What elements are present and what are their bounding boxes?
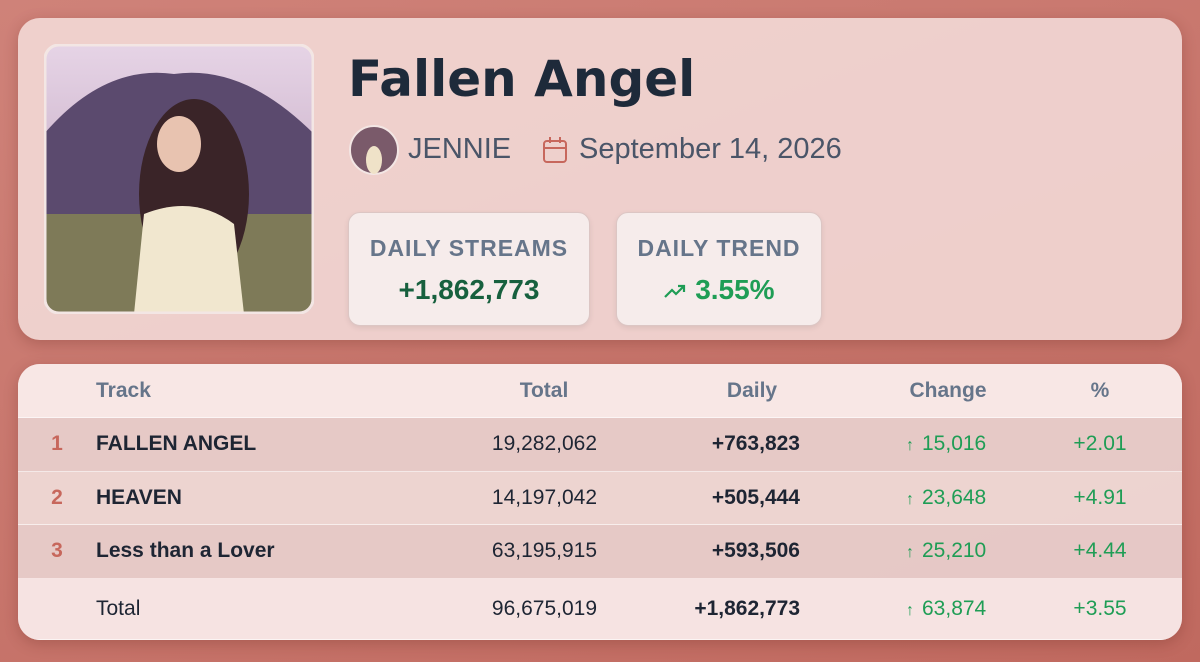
- percent-cell: +3.55: [1073, 596, 1127, 620]
- column-header: Total: [519, 378, 569, 402]
- track-table: Track Total Daily Change% 1 FALLEN ANGEL 19,28…: [18, 364, 1182, 640]
- total-cell: 96,675,019: [491, 596, 597, 620]
- up-arrow: ↑: [906, 544, 914, 562]
- change-cell: ↑ 15,016: [906, 432, 986, 456]
- daily-cell: +763,823: [711, 432, 800, 456]
- stat-label: DAILY TREND: [637, 235, 801, 261]
- total-label: Total: [96, 596, 141, 620]
- percent-cell: +2.01: [1073, 432, 1127, 456]
- stat-value: +1,862,773: [398, 274, 540, 305]
- column-header: Track: [96, 378, 151, 402]
- column-header: Daily: [726, 378, 778, 402]
- stat-value: 3.55%: [695, 274, 775, 305]
- track-row: 1 FALLEN ANGEL 19,282,062 +763,823 ↑ 15,016 +2…: [18, 418, 1182, 472]
- change-value: 63,874: [922, 596, 987, 620]
- track-row: 3 Less than a Lover 63,195,915 +593,506 ↑ 25,…: [18, 525, 1182, 579]
- up-arrow: ↑: [906, 601, 914, 619]
- header-card: Fallen Angel JENNIE September 14, 2026 D…: [18, 18, 1182, 340]
- track-name: HEAVEN: [96, 485, 182, 509]
- change-cell: ↑ 63,874: [906, 597, 986, 621]
- total-cell: 63,195,915: [491, 539, 597, 563]
- total-cell: 14,197,042: [491, 485, 597, 509]
- release-date: September 14, 2026: [579, 133, 842, 165]
- total-cell: 19,282,062: [491, 432, 597, 456]
- change-cell: ↑ 23,648: [906, 486, 986, 510]
- table-header: Track Total Daily Change%: [18, 364, 1182, 418]
- daily-cell: +1,862,773: [694, 596, 800, 620]
- track-name: FALLEN ANGEL: [96, 432, 257, 456]
- percent-cell: +4.91: [1073, 485, 1127, 509]
- artist-avatar: [349, 125, 399, 175]
- calendar-icon: [543, 137, 567, 163]
- column-header: %: [1090, 378, 1110, 402]
- stat-label: DAILY STREAMS: [369, 235, 569, 261]
- total-row: Total 96,675,019 +1,862,773 ↑ 63,874 +3.55: [18, 578, 1182, 640]
- artist-name: JENNIE: [408, 133, 512, 165]
- up-arrow: ↑: [906, 437, 914, 455]
- rank: 2: [51, 485, 63, 509]
- track-name: Less than a Lover: [96, 539, 275, 563]
- stat-card: DAILY STREAMS +1,862,773: [348, 212, 590, 326]
- percent-cell: +4.44: [1073, 539, 1127, 563]
- daily-cell: +505,444: [711, 485, 800, 509]
- track-row: 2 HEAVEN 14,197,042 +505,444 ↑ 23,648 +4.91: [18, 471, 1182, 525]
- daily-cell: +593,506: [711, 539, 800, 563]
- rank: 1: [51, 432, 63, 456]
- change-cell: ↑ 25,210: [906, 539, 986, 563]
- change-value: 15,016: [922, 432, 987, 456]
- album-cover: [44, 44, 314, 314]
- stat-card: DAILY TREND 3.55%: [616, 212, 822, 326]
- title: Fallen Angel: [348, 50, 696, 108]
- column-header: Change: [909, 378, 987, 402]
- trend-icon: [664, 284, 686, 298]
- change-value: 23,648: [922, 485, 987, 509]
- rank: 3: [51, 539, 63, 563]
- stat-trend: 3.55%: [617, 274, 821, 306]
- change-value: 25,210: [922, 539, 987, 563]
- up-arrow: ↑: [906, 490, 914, 508]
